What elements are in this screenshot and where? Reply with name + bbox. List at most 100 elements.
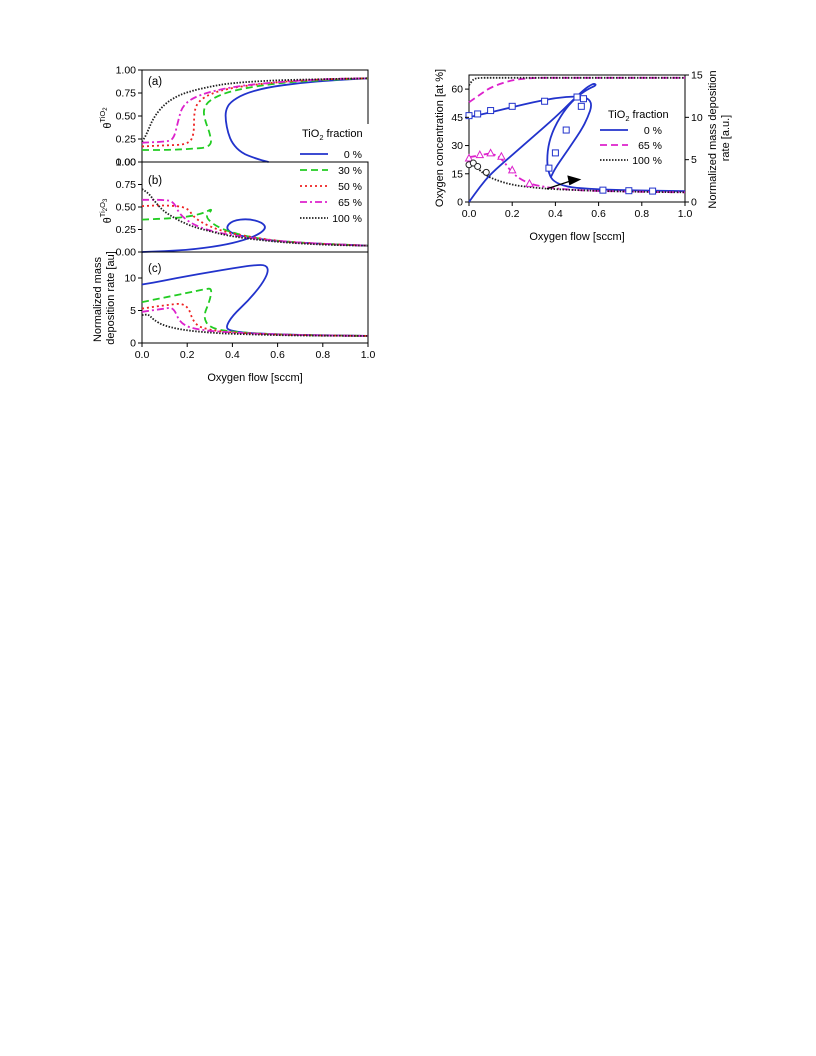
- panel-c-series-4: [141, 313, 369, 337]
- data-marker-square: [541, 97, 549, 105]
- panel-right-markers: [464, 93, 657, 195]
- panel-right-xtick-tick-label: 0.6: [591, 208, 606, 220]
- legend-right-title-rest: fraction: [629, 109, 668, 121]
- data-marker-triangle: [486, 148, 495, 157]
- legend: TiO2 fraction 0 % 30 % 50 % 65 % 100 %: [296, 124, 372, 225]
- panel-a-series-4: [141, 77, 369, 143]
- panel-a-ytick-tick-label: 0.25: [116, 134, 137, 146]
- panel-c-xtick-tick-label: 0.8: [315, 349, 330, 361]
- panel-right-series-4: [468, 76, 685, 86]
- panel-b-ylabel-main: θ: [102, 217, 114, 223]
- panel-a-series-3: [141, 77, 369, 144]
- panel-right-ytick-tick-label: 30: [451, 140, 463, 152]
- data-marker-square: [465, 112, 473, 120]
- panel-b-ytick-tick-label: 0.75: [116, 179, 137, 191]
- panel-c-xtick-tick-label: 0.2: [180, 349, 195, 361]
- data-marker-square: [577, 102, 585, 110]
- data-marker-square: [579, 95, 587, 103]
- legend-title-rest: fraction: [323, 128, 362, 140]
- panel-c: 0 5 10 0.0 0.2 0.4 0.6 0.8 1.0 (c) Normalized m…: [92, 251, 375, 384]
- panel-c-ylabel-line2: deposition rate [au]: [105, 251, 117, 345]
- panel-b-series-3: [142, 198, 369, 247]
- data-marker-square: [599, 186, 607, 194]
- panel-c-series-1: [141, 287, 369, 337]
- data-marker-triangle: [475, 150, 485, 159]
- data-marker-square: [508, 102, 516, 110]
- panel-b-ylabel-sup: Ti: [98, 211, 107, 217]
- panel-right-frame: [468, 74, 686, 203]
- panel-b-ytick-tick-label: 0.00: [116, 247, 137, 259]
- legend-right-entry-label: 0 %: [644, 125, 662, 137]
- data-marker-triangle: [464, 153, 474, 162]
- panel-b-ytick-tick-label: 0.25: [116, 224, 137, 236]
- legend-title-main: TiO: [302, 128, 320, 140]
- legend-right-entry-label: 100 %: [632, 155, 662, 167]
- panel-right-ytick-tick-label: 0: [457, 197, 463, 209]
- panel-right-y2ticks: 0 5 10 15: [685, 70, 703, 209]
- panel-right-series-1: [468, 95, 592, 178]
- panel-c-ytick-tick-label: 0: [130, 338, 136, 350]
- data-marker-triangle: [497, 151, 506, 160]
- legend-title: TiO2 fraction: [302, 128, 363, 142]
- panel-a-ytick-tick-label: 0.75: [116, 88, 137, 100]
- data-marker-triangle: [525, 178, 534, 187]
- panel-a-ylabel-main: θ: [102, 123, 114, 129]
- panel-c-xlabel: Oxygen flow [sccm]: [207, 372, 302, 384]
- panel-c-xtick-tick-label: 0.6: [270, 349, 285, 361]
- panel-c-xtick-tick-label: 0.4: [225, 349, 240, 361]
- data-marker-square: [551, 149, 559, 157]
- panel-b-ylabel: θTi2O3: [98, 198, 114, 223]
- panel-c-ylabel-line1: Normalized mass: [92, 257, 104, 342]
- panel-right-ylabel: Oxygen concentration [at %]: [434, 69, 446, 207]
- panel-right-y2tick-tick-label: 0: [691, 197, 697, 209]
- panel-right-y2label: Normalized mass deposition rate [a.u.]: [707, 67, 732, 208]
- panel-c-frame: [141, 251, 369, 344]
- data-marker-square: [545, 164, 553, 172]
- legend-right-title-sub: 2: [625, 114, 629, 123]
- legend-right-title: TiO2 fraction: [608, 109, 669, 123]
- panel-a-series-1: [142, 77, 369, 151]
- panel-b-curves: [141, 188, 369, 253]
- panel-right-y2label-line2: rate [a.u.]: [720, 115, 732, 161]
- data-marker-square: [625, 187, 633, 195]
- legend-right: TiO2 fraction 0 % 65 % 100 %: [596, 104, 676, 167]
- panel-b-ytick-tick-label: 1.00: [116, 157, 137, 169]
- panel-right-series-0: [468, 83, 686, 203]
- panel-c-ytick-tick-label: 10: [124, 273, 136, 285]
- data-marker-square: [573, 93, 581, 101]
- panel-c-ylabel: Normalized mass deposition rate [au]: [92, 251, 117, 345]
- panel-right: 0 15 30 45 60 0 5 10 15 0.0 0.2 0.4 0.6 0.8 1.0 Oxyg…: [434, 67, 732, 243]
- legend-entry-label: 100 %: [332, 213, 362, 225]
- legend-right-entries: 0 % 65 % 100 %: [600, 125, 662, 167]
- panel-a-curves: [141, 77, 369, 163]
- panel-a-ytick-tick-label: 0.00: [116, 157, 137, 169]
- panel-b-title: (b): [148, 175, 162, 187]
- data-marker-square: [474, 110, 482, 118]
- panel-c-series-2: [141, 302, 369, 337]
- data-marker-circle: [482, 168, 490, 176]
- data-marker-triangle: [507, 165, 517, 174]
- data-marker-square: [562, 126, 570, 134]
- data-marker-circle: [474, 162, 482, 170]
- legend-entry-label: 0 %: [344, 149, 362, 161]
- panel-c-ytick-tick-label: 5: [130, 305, 136, 317]
- panel-right-xticks: 0.0 0.2 0.4 0.6 0.8 1.0: [462, 202, 692, 220]
- panel-c-xtick-tick-label: 0.0: [135, 349, 150, 361]
- panel-right-ytick-tick-label: 45: [451, 112, 463, 124]
- panel-c-xticks: 0.0 0.2 0.4 0.6 0.8 1.0: [135, 343, 375, 361]
- legend-title-sub: 2: [319, 133, 323, 142]
- legend-background: [296, 124, 372, 218]
- annotation-arrow-head: [567, 175, 582, 186]
- annotation-arrow-line: [546, 180, 570, 190]
- panel-right-xtick-tick-label: 0.8: [634, 208, 649, 220]
- legend-right-entry-label: 65 %: [638, 140, 662, 152]
- panel-right-y2tick-tick-label: 5: [691, 154, 697, 166]
- panel-right-xlabel: Oxygen flow [sccm]: [529, 231, 624, 243]
- panel-right-y2tick-tick-label: 15: [691, 70, 703, 82]
- legend-entry-label: 30 %: [338, 165, 362, 177]
- panel-a-yticks: 0.00 0.25 0.50 0.75 1.00: [116, 65, 142, 169]
- legend-entry-label: 65 %: [338, 197, 362, 209]
- panel-c-series-0: [141, 264, 369, 337]
- panel-c-title: (c): [148, 263, 162, 275]
- panel-b-ytick-tick-label: 0.50: [116, 202, 137, 214]
